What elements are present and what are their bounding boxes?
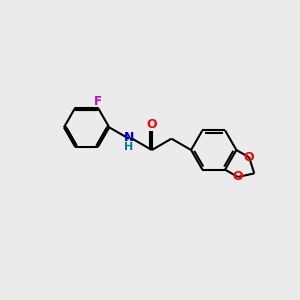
Text: O: O <box>232 170 243 184</box>
Text: O: O <box>244 151 254 164</box>
Text: F: F <box>94 95 102 108</box>
Text: N: N <box>124 131 134 144</box>
Text: H: H <box>124 142 134 152</box>
Text: O: O <box>146 118 157 131</box>
